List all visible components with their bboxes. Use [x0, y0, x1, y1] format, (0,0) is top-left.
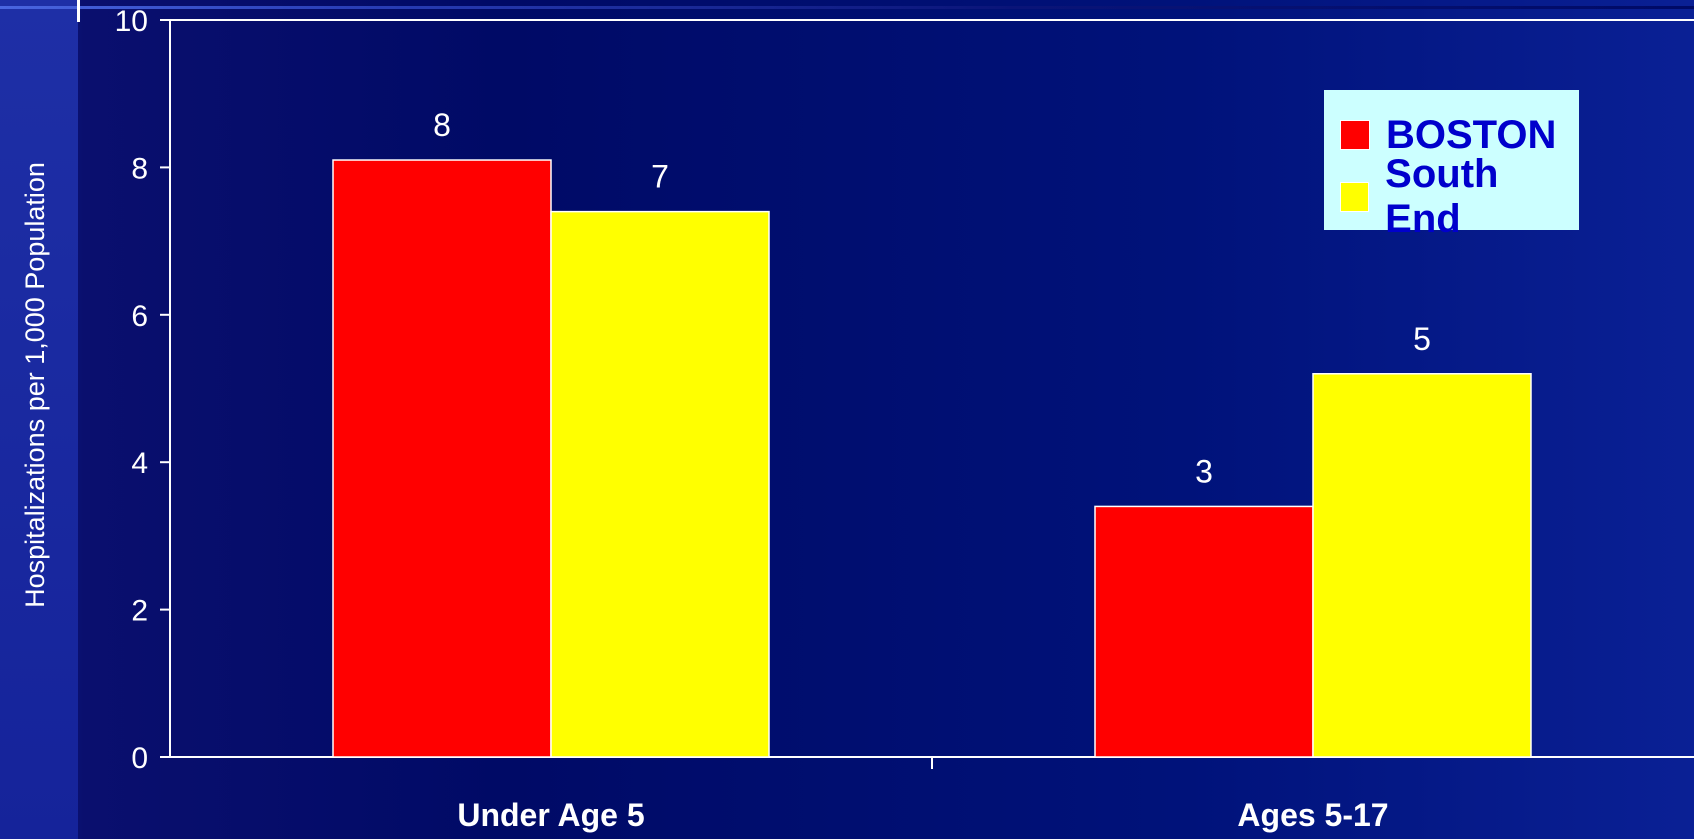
- y-axis-label: Hospitalizations per 1,000 Population: [20, 162, 50, 608]
- y-tick-label: 0: [131, 742, 148, 775]
- category-label: Ages 5-17: [1237, 797, 1388, 833]
- corner-mark: [77, 0, 80, 22]
- legend-item-boston: BOSTON: [1324, 104, 1579, 166]
- bar-boston: [1094, 505, 1314, 758]
- y-tick-label: 6: [131, 300, 148, 333]
- legend: BOSTON South End: [1324, 90, 1579, 241]
- legend-swatch-boston: [1340, 120, 1370, 150]
- data-label: 5: [1413, 321, 1431, 357]
- data-label: 8: [433, 107, 451, 143]
- bars: [332, 159, 1532, 758]
- y-tick-label: 10: [115, 5, 148, 38]
- top-accent-line: [0, 6, 1694, 9]
- legend-label-boston: BOSTON: [1386, 112, 1557, 157]
- bar-boston: [332, 159, 552, 758]
- left-accent-band: [0, 0, 78, 839]
- legend-label-south-end: South End: [1385, 152, 1499, 241]
- data-label: 7: [651, 159, 669, 195]
- legend-item-south-end: South End: [1324, 152, 1579, 241]
- bar-south-end: [550, 210, 770, 758]
- y-tick-labels: 0 2 4 6 8 10: [115, 5, 148, 775]
- y-tick-label: 2: [131, 595, 148, 628]
- bar-south-end: [1312, 373, 1532, 758]
- data-labels: 8 7 3 5: [433, 107, 1431, 489]
- category-label: Under Age 5: [457, 797, 644, 833]
- legend-swatch-south-end: [1340, 182, 1370, 212]
- y-tick-label: 4: [131, 447, 148, 480]
- data-label: 3: [1195, 453, 1213, 489]
- category-labels: Under Age 5 Ages 5-17: [457, 797, 1388, 833]
- y-tick-label: 8: [131, 152, 148, 185]
